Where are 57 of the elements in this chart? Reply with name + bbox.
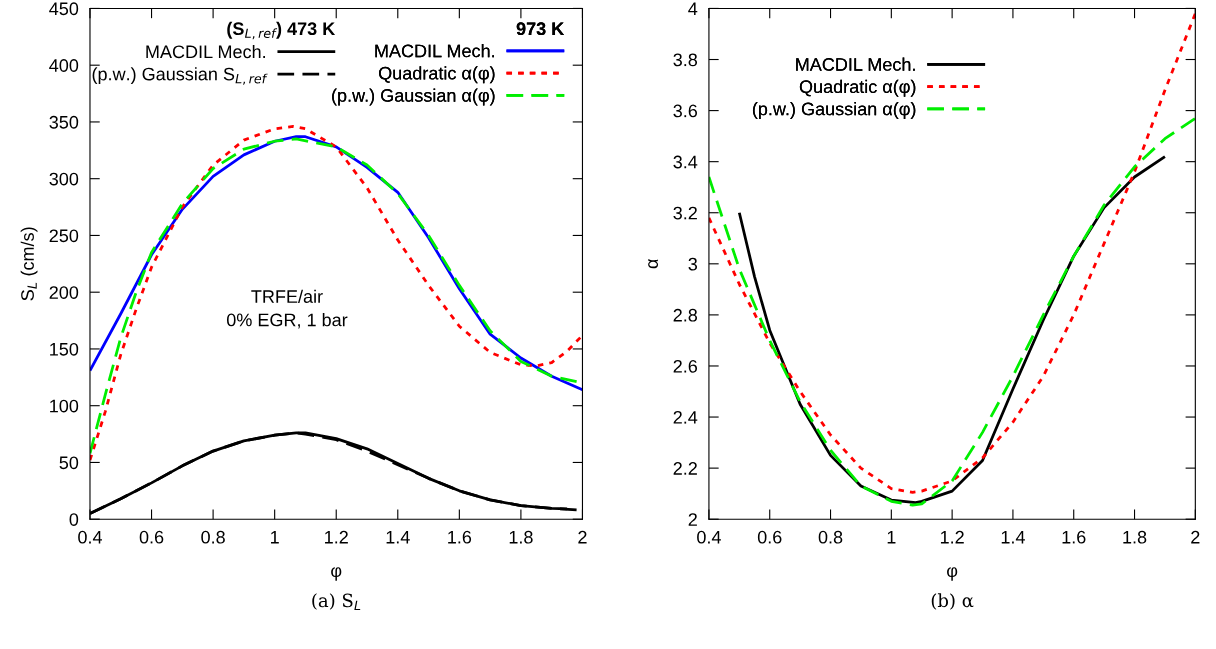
y-tick-label: 3.2 — [673, 206, 697, 220]
x-tick-label: 1.2 — [325, 530, 348, 544]
annotation: (S$_{L,ref}$) 473 K — [227, 21, 336, 40]
y-tick-label: 350 — [49, 115, 79, 129]
y-tick-label: 100 — [50, 399, 79, 413]
x-tick-label: 2 — [1191, 530, 1200, 544]
legend-label: Quadratic α(φ) — [799, 79, 916, 97]
y-tick-label: 200 — [49, 286, 79, 299]
x-tick-label: 1.6 — [448, 530, 472, 544]
y-tick-label: 150 — [50, 342, 79, 356]
legend-label: (p.w.) Gaussian S$_{L,ref}$ — [92, 67, 268, 85]
x-tick-label: 1.2 — [940, 530, 964, 544]
x-tick-label: 1.8 — [1123, 530, 1147, 544]
y-tick-label: 450 — [49, 2, 79, 16]
x-axis-title: φ — [947, 567, 958, 581]
y-axis-title: S$_{L}$ (cm/s) — [20, 227, 38, 301]
text: (b) α — [931, 593, 974, 610]
y-tick-label: 3.6 — [673, 104, 698, 118]
legend-label: MACDIL Mech. — [375, 44, 494, 58]
x-tick-label: 0.4 — [697, 530, 721, 544]
annotation: 973 K — [516, 22, 565, 36]
legend-label: MACDIL Mech. — [796, 57, 915, 71]
y-tick-label: 50 — [59, 456, 79, 470]
y-tick-label: 2.6 — [673, 359, 698, 373]
x-tick-label: 0.8 — [201, 530, 225, 544]
text: (a) S$_{L}$ — [312, 593, 361, 610]
x-tick-label: 1.4 — [386, 530, 410, 544]
y-tick-label: 4 — [688, 2, 698, 15]
y-tick-label: 400 — [49, 59, 79, 72]
line-series — [708, 12, 1196, 494]
y-tick-label: 250 — [49, 229, 79, 243]
x-tick-label: 0.8 — [818, 530, 843, 544]
y-tick-label: 2.4 — [673, 410, 698, 424]
y-tick-label: 3 — [688, 257, 698, 271]
x-axis-title: φ — [331, 567, 342, 581]
y-tick-label: 2.8 — [673, 308, 698, 322]
y-tick-label: 3.8 — [673, 53, 698, 67]
x-tick-label: 2 — [578, 530, 587, 544]
y-tick-label: 2 — [688, 513, 697, 526]
y-tick-label: 3.4 — [673, 155, 698, 169]
x-tick-label: 1.4 — [1001, 530, 1025, 544]
x-tick-label: 1.6 — [1062, 530, 1086, 544]
x-tick-label: 0.6 — [757, 530, 782, 544]
legend-label: MACDIL Mech. — [146, 44, 265, 59]
legend-label: (p.w.) Gaussian α(φ) — [752, 102, 916, 119]
x-tick-label: 1 — [271, 530, 279, 544]
x-tick-label: 0.6 — [139, 530, 164, 544]
y-tick-label: 2.2 — [673, 462, 697, 475]
x-tick-label: 1.8 — [509, 530, 533, 544]
annotation: TRFE/air 0% EGR, 1 bar — [226, 289, 348, 329]
y-tick-label: 300 — [49, 172, 79, 186]
y-axis-title: α — [648, 259, 659, 269]
legend-label: (p.w.) Gaussian α(φ) — [332, 88, 495, 106]
y-tick-label: 0 — [69, 513, 79, 526]
x-tick-label: 1 — [887, 530, 896, 544]
legend-label: Quadratic α(φ) — [379, 66, 495, 84]
x-tick-label: 0.4 — [78, 530, 103, 544]
